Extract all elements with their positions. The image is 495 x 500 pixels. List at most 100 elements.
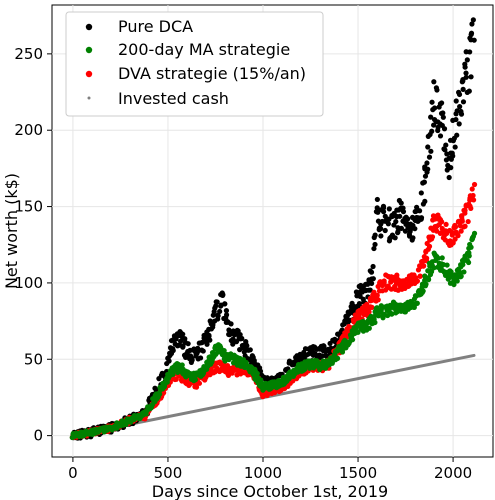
x-tick-label: 500 (154, 464, 183, 482)
legend-marker-ma-strategie (85, 46, 93, 54)
legend-label-pure-dca: Pure DCA (118, 17, 193, 36)
pure-dca-point (237, 347, 243, 353)
ma-strategie-point (435, 255, 441, 261)
pure-dca-point (470, 17, 476, 23)
pure-dca-point (405, 216, 411, 222)
dva-strategie-point (424, 255, 430, 261)
y-tick-label: 250 (14, 45, 43, 63)
ma-strategie-point (468, 244, 474, 250)
pure-dca-point (223, 312, 230, 318)
y-axis-label: Net worth (k$) (2, 173, 21, 289)
pure-dca-point (215, 313, 221, 319)
dva-strategie-point (439, 219, 445, 225)
dva-strategie-point (462, 223, 468, 229)
dva-strategie-point (452, 236, 458, 242)
pure-dca-point (189, 357, 195, 363)
x-tick-label: 2000 (434, 464, 472, 482)
pure-dca-point (425, 144, 431, 150)
pure-dca-point (471, 37, 477, 43)
pure-dca-point (200, 348, 206, 354)
pure-dca-point (444, 151, 450, 157)
invested-cash-series (71, 353, 476, 438)
dva-strategie-point (371, 289, 377, 295)
pure-dca-point (428, 148, 434, 154)
ma-strategie-point (192, 377, 199, 383)
pure-dca-point (468, 74, 474, 80)
pure-dca-point (385, 221, 391, 227)
ma-strategie-point (454, 278, 460, 284)
dva-strategie-point (374, 292, 380, 298)
pure-dca-point (372, 232, 378, 238)
pure-dca-point (230, 341, 236, 347)
pure-dca-point (393, 218, 399, 225)
dva-strategie-point (458, 228, 464, 234)
ma-strategie-point (221, 347, 227, 354)
pure-dca-point (397, 213, 403, 219)
pure-dca-point (222, 301, 228, 307)
pure-dca-point (386, 206, 392, 212)
pure-dca-point (239, 335, 245, 342)
pure-dca-point (448, 165, 454, 171)
pure-dca-point (460, 78, 466, 84)
pure-dca-point (180, 331, 186, 337)
pure-dca-point (185, 341, 191, 347)
dva-strategie-point (426, 243, 433, 249)
pure-dca-point (421, 179, 427, 185)
pure-dca-point (170, 347, 176, 354)
ma-strategie-point (179, 362, 185, 368)
pure-dca-point (400, 209, 407, 215)
pure-dca-point (380, 205, 387, 211)
y-tick-label: 0 (33, 427, 43, 445)
dva-strategie-point (469, 186, 475, 192)
pure-dca-point (398, 225, 405, 231)
pure-dca-point (380, 209, 387, 215)
pure-dca-point (454, 132, 460, 138)
dva-strategie-point (414, 278, 421, 284)
ma-strategie-point (466, 253, 472, 259)
pure-dca-point (197, 355, 204, 361)
pure-dca-point (464, 57, 470, 63)
pure-dca-point (422, 173, 429, 179)
pure-dca-point (414, 204, 420, 210)
ma-strategie-point (366, 325, 372, 331)
pure-dca-point (382, 227, 388, 234)
ma-strategie-point (372, 319, 378, 326)
ma-strategie-point (423, 281, 429, 287)
pure-dca-point (370, 263, 376, 270)
pure-dca-point (249, 353, 255, 359)
pure-dca-point (214, 299, 220, 305)
invested-cash-mark (71, 353, 476, 438)
x-tick-label: 0 (68, 464, 78, 482)
pure-dca-point (410, 235, 416, 241)
pure-dca-point (422, 198, 428, 204)
pure-dca-point (450, 153, 456, 159)
pure-dca-point (442, 147, 448, 153)
pure-dca-point (456, 121, 462, 127)
dva-strategie-point (468, 205, 474, 211)
x-tick-label: 1000 (244, 464, 282, 482)
pure-dca-point (368, 269, 375, 275)
ma-strategie-point (170, 371, 176, 377)
pure-dca-point (453, 98, 459, 104)
pure-dca-point (378, 226, 384, 232)
pure-dca-point (440, 110, 446, 116)
legend-marker-pure-dca (85, 23, 93, 31)
pure-dca-point (374, 196, 380, 203)
pure-dca-point (218, 303, 224, 309)
legend-box (65, 11, 324, 117)
pure-dca-point (226, 327, 232, 333)
pure-dca-point (228, 321, 234, 327)
legend-label-dva-strategie: DVA strategie (15%/an) (118, 64, 306, 83)
pure-dca-point (441, 126, 448, 132)
pure-dca-point (425, 166, 431, 172)
dva-strategie-point (366, 309, 372, 315)
ma-strategie-point (375, 313, 382, 319)
ma-strategie-point (439, 255, 445, 261)
pure-dca-point (463, 70, 469, 76)
dva-strategie-point (369, 304, 375, 310)
pure-dca-point (467, 49, 473, 55)
ma-strategie-point (428, 269, 435, 275)
legend-label-invested-cash: Invested cash (118, 89, 229, 108)
pure-dca-point (431, 79, 437, 85)
ma-strategie-point (451, 281, 457, 288)
